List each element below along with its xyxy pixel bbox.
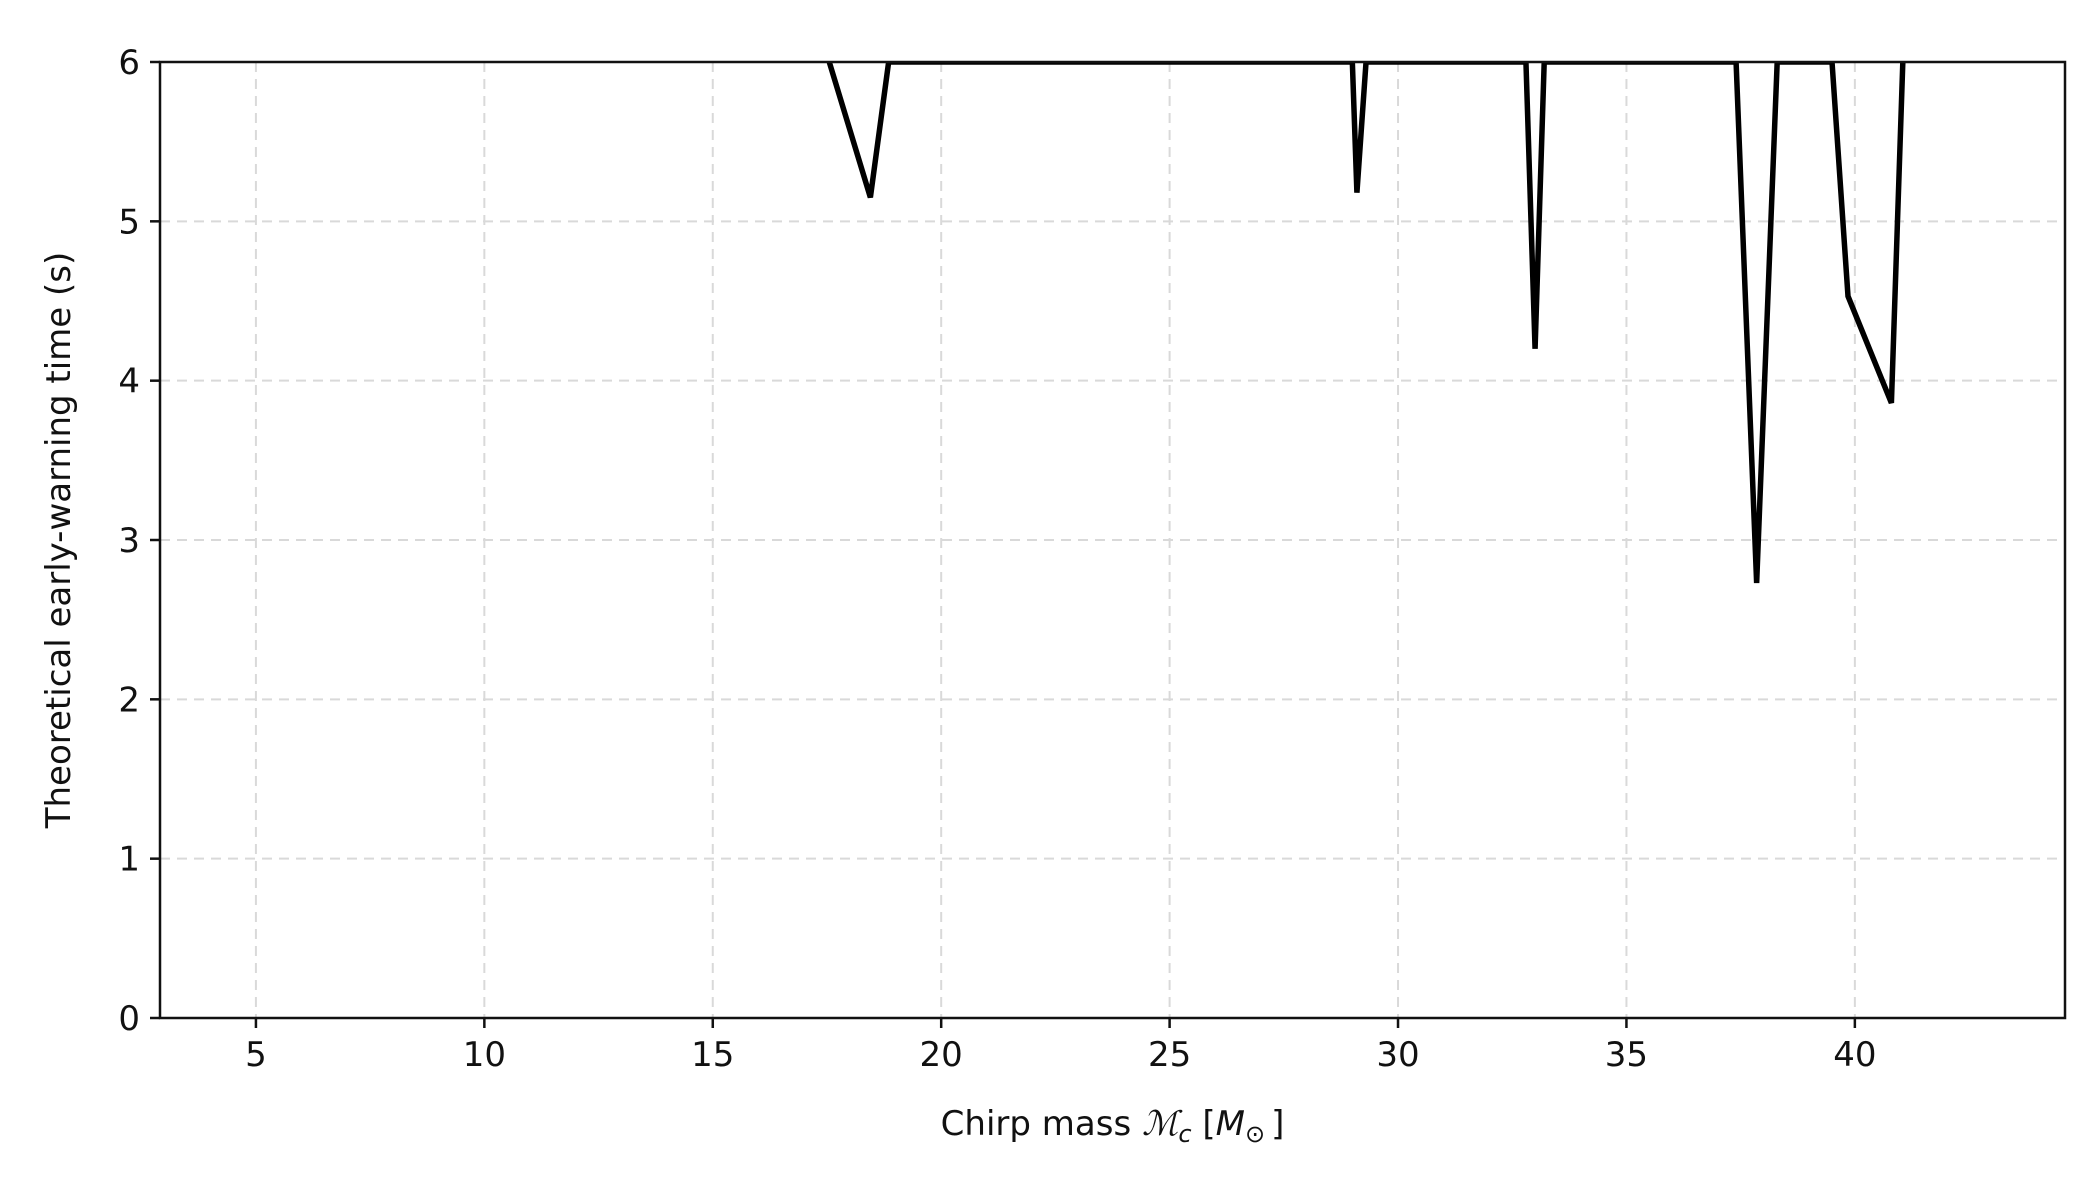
y-tick-label: 3: [118, 521, 140, 561]
x-tick-label: 15: [691, 1035, 734, 1075]
x-tick-label: 30: [1376, 1035, 1419, 1075]
solar-mass-subscript: ⊙: [1245, 1120, 1265, 1148]
y-tick-label: 6: [118, 43, 140, 83]
y-tick-label: 4: [118, 362, 140, 402]
x-tick-label: 10: [463, 1035, 506, 1075]
x-tick-label: 5: [245, 1035, 267, 1075]
x-axis-label-bracket-close: ]: [1271, 1104, 1284, 1144]
x-axis-label: Chirp mass ℳc [M⊙]: [941, 1104, 1285, 1148]
y-tick-label: 0: [118, 999, 140, 1039]
y-tick-label: 5: [118, 202, 140, 242]
y-axis-ticks: 0 1 2 3 4 5 6: [118, 43, 160, 1039]
chirp-mass-symbol: ℳ: [1142, 1104, 1183, 1144]
solar-mass-symbol: M: [1216, 1104, 1245, 1144]
x-tick-label: 35: [1605, 1035, 1648, 1075]
x-axis-label-bracket-open: [: [1192, 1104, 1216, 1144]
x-tick-label: 20: [920, 1035, 963, 1075]
x-tick-label: 40: [1833, 1035, 1876, 1075]
y-tick-label: 1: [118, 840, 140, 880]
grid: [160, 61, 2065, 1019]
chirp-mass-subscript: c: [1178, 1120, 1191, 1148]
y-axis-label: Theoretical early-warning time (s): [39, 252, 79, 830]
x-axis-label-prefix: Chirp mass: [941, 1104, 1142, 1144]
series-line-0: [826, 62, 1906, 584]
y-tick-label: 2: [118, 680, 140, 720]
x-tick-label: 25: [1148, 1035, 1191, 1075]
series-layer: [826, 62, 1906, 584]
x-axis-ticks: 5 10 15 20 25 30 35 40: [245, 1018, 1876, 1075]
